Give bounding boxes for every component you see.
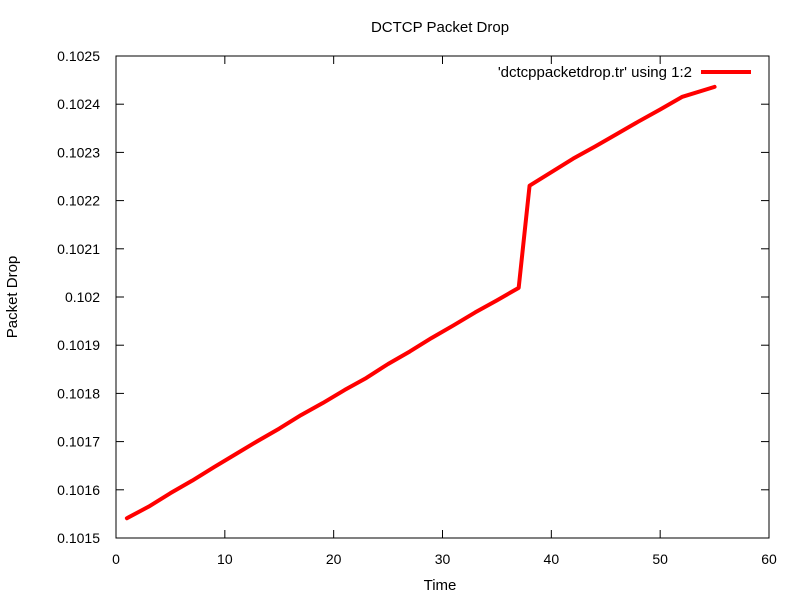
x-tick-label: 30 <box>435 551 451 567</box>
series-line <box>124 84 717 521</box>
y-tick-label: 0.1016 <box>57 482 100 498</box>
legend-label: 'dctcppacketdrop.tr' using 1:2 <box>498 64 692 81</box>
plot-layer: 0 10 20 30 40 50 60 0.1015 0.1016 0.1017 0.1018 0.1… <box>57 48 777 567</box>
x-tick-label: 50 <box>652 551 668 567</box>
y-tick-label: 0.1017 <box>57 434 100 450</box>
x-tick-label: 40 <box>544 551 560 567</box>
y-tick-label: 0.1022 <box>57 193 100 209</box>
y-tick-label: 0.1021 <box>57 241 100 257</box>
y-tick-label: 0.1025 <box>57 48 100 64</box>
x-tick-label: 10 <box>217 551 233 567</box>
y-tick-label: 0.1018 <box>57 385 100 401</box>
x-tick-label: 0 <box>112 551 120 567</box>
x-tick-label: 60 <box>761 551 777 567</box>
y-tick-label: 0.1019 <box>57 337 100 353</box>
y-tick-label: 0.1015 <box>57 530 100 546</box>
y-tick-label: 0.1023 <box>57 144 100 160</box>
y-tick-label: 0.102 <box>65 289 100 305</box>
y-tick-label: 0.1024 <box>57 96 100 112</box>
legend: 'dctcppacketdrop.tr' using 1:2 <box>498 64 751 81</box>
y-axis-label: Packet Drop <box>4 256 21 339</box>
x-tick-label: 20 <box>326 551 342 567</box>
x-axis-label: Time <box>424 577 457 594</box>
chart-title: DCTCP Packet Drop <box>371 19 509 36</box>
